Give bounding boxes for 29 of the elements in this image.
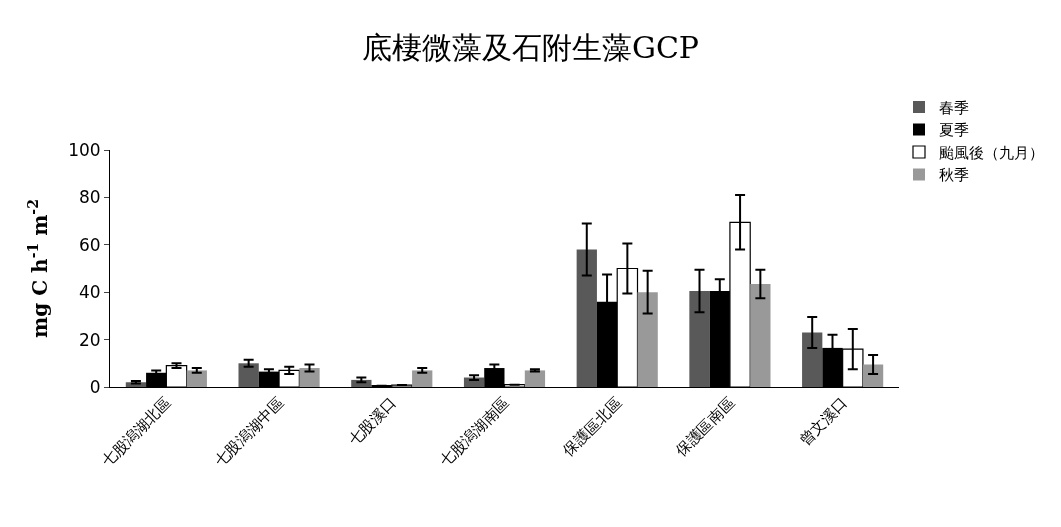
- y-tick-label: 0: [89, 376, 101, 397]
- bar: [750, 283, 771, 387]
- bar: [299, 368, 320, 387]
- bar: [412, 370, 433, 387]
- x-tick-label: 曾文溪口: [795, 393, 851, 450]
- bar: [238, 363, 259, 387]
- chart-title: 底棲微藻及石附生藻GCP: [361, 29, 700, 65]
- bar: [524, 370, 546, 387]
- bar: [186, 370, 207, 387]
- legend-label: 夏季: [939, 121, 969, 140]
- bar: [576, 249, 597, 387]
- y-tick-label: 40: [78, 282, 101, 303]
- x-tick-label: 保護區南區: [672, 393, 739, 460]
- y-tick-label: 60: [78, 234, 101, 255]
- bar: [862, 364, 884, 387]
- bar: [637, 292, 658, 387]
- bar: [802, 332, 823, 387]
- x-tick-label: 七股溪口: [344, 393, 400, 450]
- y-tick-label: 80: [78, 187, 101, 208]
- bar: [689, 291, 710, 387]
- legend-label: 春季: [939, 98, 969, 117]
- y-tick-label: 100: [68, 139, 101, 160]
- x-tick-label: 七股潟湖中區: [210, 393, 288, 471]
- legend-label: 秋季: [939, 166, 969, 185]
- x-tick-label: 保護區北區: [559, 393, 626, 460]
- x-tick-label: 七股潟湖南區: [436, 393, 513, 471]
- legend-label: 颱風後（九月）: [939, 143, 1044, 162]
- y-tick-label: 20: [78, 329, 101, 350]
- x-tick-label: 七股潟湖北區: [98, 393, 175, 471]
